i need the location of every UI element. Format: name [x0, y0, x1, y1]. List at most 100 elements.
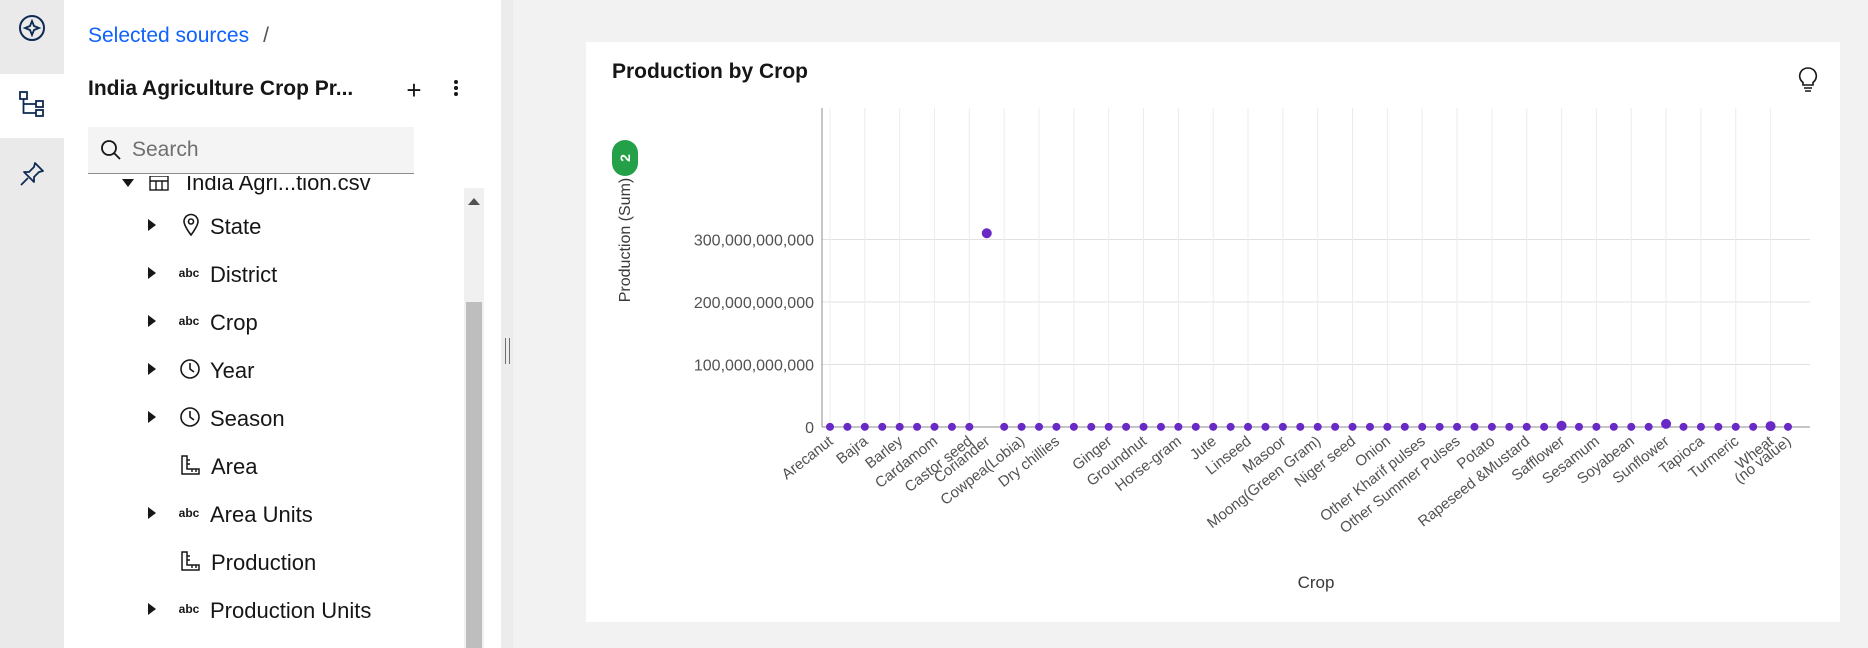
tree-item-label: Season	[210, 406, 285, 431]
breadcrumb: Selected sources /	[88, 24, 269, 48]
chevron-right-icon[interactable]	[148, 219, 156, 231]
lightbulb-icon[interactable]	[1795, 65, 1821, 95]
tree-item-production-units[interactable]: abc Production Units	[64, 586, 464, 632]
data-point[interactable]	[1592, 422, 1601, 431]
data-point[interactable]	[1731, 422, 1740, 431]
data-point[interactable]	[1191, 422, 1200, 431]
overflow-menu-button[interactable]	[440, 74, 472, 106]
data-point[interactable]	[1784, 422, 1792, 431]
data-point[interactable]	[1714, 422, 1723, 431]
data-point[interactable]	[1069, 422, 1078, 431]
data-point[interactable]	[1383, 422, 1392, 431]
chevron-right-icon[interactable]	[148, 507, 156, 519]
table-icon	[146, 176, 172, 196]
data-point[interactable]	[1104, 422, 1113, 431]
data-point[interactable]	[1139, 422, 1148, 431]
data-point[interactable]	[1644, 422, 1653, 431]
data-point[interactable]	[1400, 422, 1409, 431]
data-point[interactable]	[1696, 422, 1705, 431]
data-point[interactable]	[1017, 422, 1026, 431]
search-input[interactable]	[132, 127, 402, 173]
tree-item-label: Production	[211, 550, 317, 575]
data-point[interactable]	[1765, 421, 1776, 432]
data-point[interactable]	[1313, 422, 1322, 431]
tree-item-district[interactable]: abc District	[64, 250, 464, 296]
chevron-right-icon[interactable]	[148, 267, 156, 279]
tree-item-production[interactable]: Production	[64, 538, 464, 584]
tree-item-crop[interactable]: abc Crop	[64, 298, 464, 344]
rail-assistant-button[interactable]	[0, 0, 64, 60]
count-badge[interactable]: 2	[612, 140, 638, 176]
scrollbar-thumb[interactable]	[466, 302, 482, 648]
tree-item-season[interactable]: Season	[64, 394, 464, 440]
chevron-down-icon[interactable]	[122, 179, 134, 187]
data-point[interactable]	[1661, 418, 1672, 429]
data-point[interactable]	[1435, 422, 1444, 431]
data-point[interactable]	[1505, 422, 1514, 431]
tree-scrollbar[interactable]	[464, 188, 484, 648]
data-point[interactable]	[1331, 422, 1340, 431]
data-point[interactable]	[981, 228, 992, 239]
tree-item-label: State	[210, 214, 262, 239]
data-point[interactable]	[1122, 422, 1131, 431]
data-point[interactable]	[930, 422, 939, 431]
data-point[interactable]	[1556, 420, 1567, 431]
chevron-right-icon[interactable]	[148, 363, 156, 375]
chevron-right-icon[interactable]	[148, 411, 156, 423]
data-point[interactable]	[1453, 422, 1462, 431]
data-point[interactable]	[1296, 422, 1305, 431]
data-point[interactable]	[965, 422, 974, 431]
rail-data-tree-button[interactable]	[0, 74, 64, 138]
data-point[interactable]	[1522, 422, 1531, 431]
chart-grid	[821, 108, 1810, 428]
data-point[interactable]	[1574, 422, 1583, 431]
data-point[interactable]	[1749, 422, 1758, 431]
data-point[interactable]	[1470, 422, 1479, 431]
data-point[interactable]	[1035, 422, 1044, 431]
data-point[interactable]	[1348, 422, 1357, 431]
data-point[interactable]	[1087, 422, 1096, 431]
data-point[interactable]	[1261, 422, 1270, 431]
rail-pin-button[interactable]	[0, 146, 64, 206]
data-point[interactable]	[843, 422, 852, 431]
data-point[interactable]	[860, 422, 869, 431]
data-point[interactable]	[1000, 422, 1009, 431]
data-point[interactable]	[1156, 422, 1165, 431]
data-point[interactable]	[1609, 422, 1618, 431]
chevron-right-icon[interactable]	[148, 315, 156, 327]
data-point[interactable]	[1487, 422, 1496, 431]
panel-resize-handle[interactable]	[501, 0, 513, 648]
data-point[interactable]	[1365, 422, 1374, 431]
data-point[interactable]	[1244, 422, 1253, 431]
data-point[interactable]	[947, 422, 956, 431]
assistant-icon	[17, 13, 47, 48]
search-field	[88, 127, 414, 174]
data-point[interactable]	[878, 422, 887, 431]
tree-item-area-units[interactable]: abc Area Units	[64, 490, 464, 536]
tree-item-year[interactable]: Year	[64, 346, 464, 392]
data-point[interactable]	[1052, 422, 1061, 431]
data-point[interactable]	[826, 422, 834, 431]
resize-grip-icon[interactable]	[505, 338, 510, 364]
tree-item-area[interactable]: Area	[64, 442, 464, 488]
add-button[interactable]: +	[406, 75, 422, 105]
x-tick-label: Arecanut	[779, 432, 837, 483]
data-point[interactable]	[1540, 422, 1549, 431]
tree-file-node[interactable]: India Agri...tion.csv	[64, 176, 464, 206]
scroll-up-arrow-icon[interactable]	[468, 198, 480, 205]
data-point[interactable]	[1418, 422, 1427, 431]
overflow-vertical-icon	[453, 79, 459, 102]
chevron-right-icon[interactable]	[148, 603, 156, 615]
data-point[interactable]	[1174, 422, 1183, 431]
data-point[interactable]	[1627, 422, 1636, 431]
data-point[interactable]	[1679, 422, 1688, 431]
data-point[interactable]	[1226, 422, 1235, 431]
data-point[interactable]	[895, 422, 904, 431]
scatter-chart: 0 100,000,000,000 200,000,000,000 300,000,0…	[617, 108, 1810, 592]
data-point[interactable]	[1278, 422, 1287, 431]
breadcrumb-link-selected-sources[interactable]: Selected sources	[88, 24, 250, 47]
tree-item-state[interactable]: State	[64, 202, 464, 248]
data-point[interactable]	[1209, 422, 1218, 431]
data-point[interactable]	[913, 422, 922, 431]
